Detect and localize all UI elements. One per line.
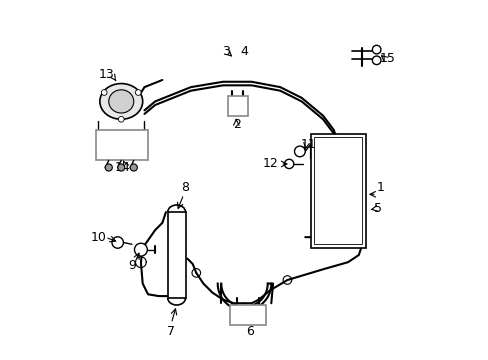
Text: 4: 4 xyxy=(240,45,248,58)
Circle shape xyxy=(372,45,380,54)
Text: 10: 10 xyxy=(91,231,106,244)
Bar xyxy=(230,305,265,325)
Bar xyxy=(228,96,247,116)
Bar xyxy=(310,134,365,248)
Text: 2: 2 xyxy=(233,118,241,131)
Bar xyxy=(96,130,148,160)
Bar xyxy=(313,137,362,244)
Text: 15: 15 xyxy=(379,52,394,65)
Text: 5: 5 xyxy=(374,202,382,215)
Text: 14: 14 xyxy=(115,161,131,174)
Text: 3: 3 xyxy=(222,45,229,58)
Ellipse shape xyxy=(108,90,134,113)
Circle shape xyxy=(294,146,305,157)
Text: 11: 11 xyxy=(300,138,315,151)
Circle shape xyxy=(284,159,293,168)
Circle shape xyxy=(118,116,124,122)
Circle shape xyxy=(134,243,147,256)
Bar xyxy=(167,212,185,298)
Text: 12: 12 xyxy=(262,157,278,170)
Ellipse shape xyxy=(100,84,142,119)
Circle shape xyxy=(118,164,124,171)
Text: 13: 13 xyxy=(99,68,115,81)
Text: 8: 8 xyxy=(181,181,189,194)
Circle shape xyxy=(101,90,107,95)
Text: 1: 1 xyxy=(376,181,384,194)
Circle shape xyxy=(372,56,380,64)
Circle shape xyxy=(135,90,141,95)
Text: 7: 7 xyxy=(167,325,175,338)
Circle shape xyxy=(112,237,123,248)
Text: 9: 9 xyxy=(128,259,136,272)
Circle shape xyxy=(105,164,112,171)
Text: 6: 6 xyxy=(245,325,253,338)
Circle shape xyxy=(130,164,137,171)
